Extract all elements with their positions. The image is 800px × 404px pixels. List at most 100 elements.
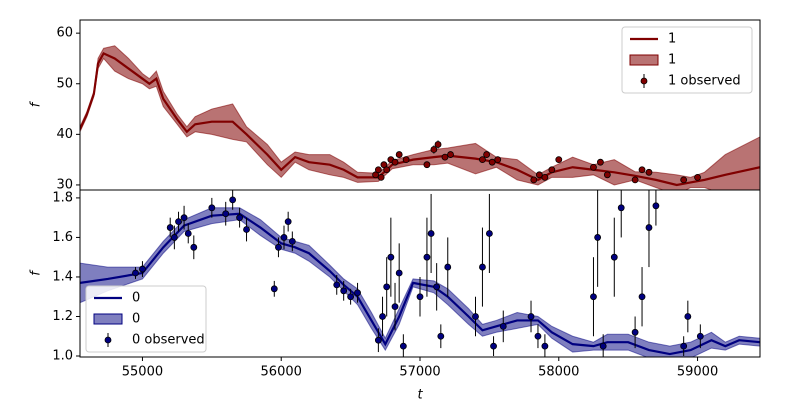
legend-label: 1 bbox=[668, 32, 676, 47]
legend-label: 1 observed bbox=[668, 74, 741, 89]
observed-point bbox=[684, 313, 692, 320]
observed-point bbox=[270, 285, 278, 293]
observed-point bbox=[645, 224, 653, 231]
observed-point bbox=[541, 342, 549, 350]
observed-point bbox=[175, 218, 182, 226]
observed-point bbox=[603, 171, 611, 179]
observed-point bbox=[590, 293, 597, 301]
observed-point bbox=[374, 336, 382, 344]
x-tick-label: 55000 bbox=[122, 365, 163, 380]
observed-point bbox=[391, 158, 399, 166]
observed-point bbox=[427, 230, 435, 237]
observed-point bbox=[395, 151, 403, 158]
observed-point bbox=[631, 328, 639, 336]
observed-point bbox=[236, 214, 243, 222]
observed-point bbox=[243, 226, 250, 233]
observed-point bbox=[180, 214, 188, 222]
observed-point bbox=[374, 166, 382, 174]
observed-point bbox=[380, 161, 388, 169]
legend-patch bbox=[93, 313, 123, 325]
observed-point bbox=[631, 176, 639, 184]
legend-label: 0 bbox=[132, 291, 140, 306]
observed-point bbox=[527, 313, 535, 320]
observed-point bbox=[499, 322, 507, 330]
y-tick-label: 1.8 bbox=[52, 190, 73, 205]
observed-point bbox=[229, 196, 237, 204]
observed-point bbox=[423, 253, 431, 261]
x-tick-label: 59000 bbox=[677, 365, 718, 380]
observed-point bbox=[441, 153, 449, 161]
plot-area bbox=[80, 190, 760, 357]
observed-point bbox=[680, 342, 688, 350]
y-tick-label: 1.0 bbox=[52, 349, 73, 364]
y-tick-label: 1.4 bbox=[52, 269, 73, 284]
observed-point bbox=[535, 171, 543, 179]
observed-point bbox=[433, 283, 441, 291]
observed-point bbox=[347, 293, 355, 301]
observed-point bbox=[416, 293, 424, 301]
x-tick-label: 57000 bbox=[399, 365, 440, 380]
x-tick-label: 56000 bbox=[261, 365, 302, 380]
observed-point bbox=[447, 151, 454, 158]
observed-point bbox=[645, 168, 653, 176]
observed-point bbox=[288, 237, 296, 245]
legend-box bbox=[85, 285, 207, 353]
observed-point bbox=[483, 151, 491, 158]
confidence-band bbox=[80, 45, 760, 190]
y-axis-label: f bbox=[29, 269, 44, 276]
observed-point bbox=[680, 176, 688, 184]
observed-point bbox=[379, 313, 386, 320]
y-tick-label: 1.6 bbox=[52, 230, 73, 245]
observed-point bbox=[280, 234, 288, 241]
x-axis-label: t bbox=[417, 388, 423, 401]
observed-point bbox=[597, 158, 604, 166]
observed-point bbox=[541, 173, 549, 181]
observed-point bbox=[590, 163, 597, 171]
observed-point bbox=[530, 176, 538, 184]
model-line bbox=[80, 51, 760, 187]
y-tick-label: 50 bbox=[56, 76, 73, 91]
observed-point bbox=[275, 243, 282, 251]
observed-point bbox=[479, 263, 486, 271]
y-tick-label: 1.2 bbox=[52, 309, 73, 324]
observed-point bbox=[132, 269, 139, 277]
observed-point bbox=[166, 224, 174, 231]
observed-point bbox=[610, 253, 618, 261]
observed-point bbox=[534, 332, 542, 340]
legend-marker bbox=[104, 336, 112, 344]
observed-point bbox=[402, 156, 410, 164]
legend-patch bbox=[629, 54, 659, 66]
y-tick-label: 30 bbox=[56, 177, 73, 192]
observed-point bbox=[430, 146, 438, 153]
y-axis-label: f bbox=[29, 100, 44, 107]
legend-label: 0 observed bbox=[132, 333, 205, 348]
observed-point bbox=[170, 234, 178, 241]
observed-point bbox=[490, 342, 497, 350]
observed-point bbox=[494, 156, 502, 164]
y-tick-label: 40 bbox=[56, 127, 73, 142]
observed-point bbox=[696, 332, 704, 340]
observed-point bbox=[485, 230, 493, 237]
observed-point bbox=[548, 166, 556, 174]
observed-point bbox=[599, 342, 607, 350]
observed-point bbox=[652, 202, 660, 210]
observed-point bbox=[472, 313, 479, 320]
observed-point bbox=[383, 283, 391, 291]
observed-point bbox=[383, 166, 391, 174]
x-tick-label: 58000 bbox=[538, 365, 579, 380]
observed-point bbox=[555, 156, 563, 164]
observed-point bbox=[184, 230, 192, 237]
observed-point bbox=[208, 204, 216, 212]
legend-marker bbox=[640, 77, 648, 85]
plot-area bbox=[80, 45, 760, 190]
observed-point bbox=[190, 243, 198, 251]
observed-point bbox=[434, 141, 442, 148]
observed-point bbox=[444, 263, 452, 271]
observed-point bbox=[284, 218, 292, 226]
observed-point bbox=[638, 166, 646, 174]
y-tick-label: 60 bbox=[56, 26, 73, 41]
observed-point bbox=[391, 303, 399, 311]
observed-point bbox=[617, 204, 625, 212]
observed-point bbox=[372, 171, 379, 179]
